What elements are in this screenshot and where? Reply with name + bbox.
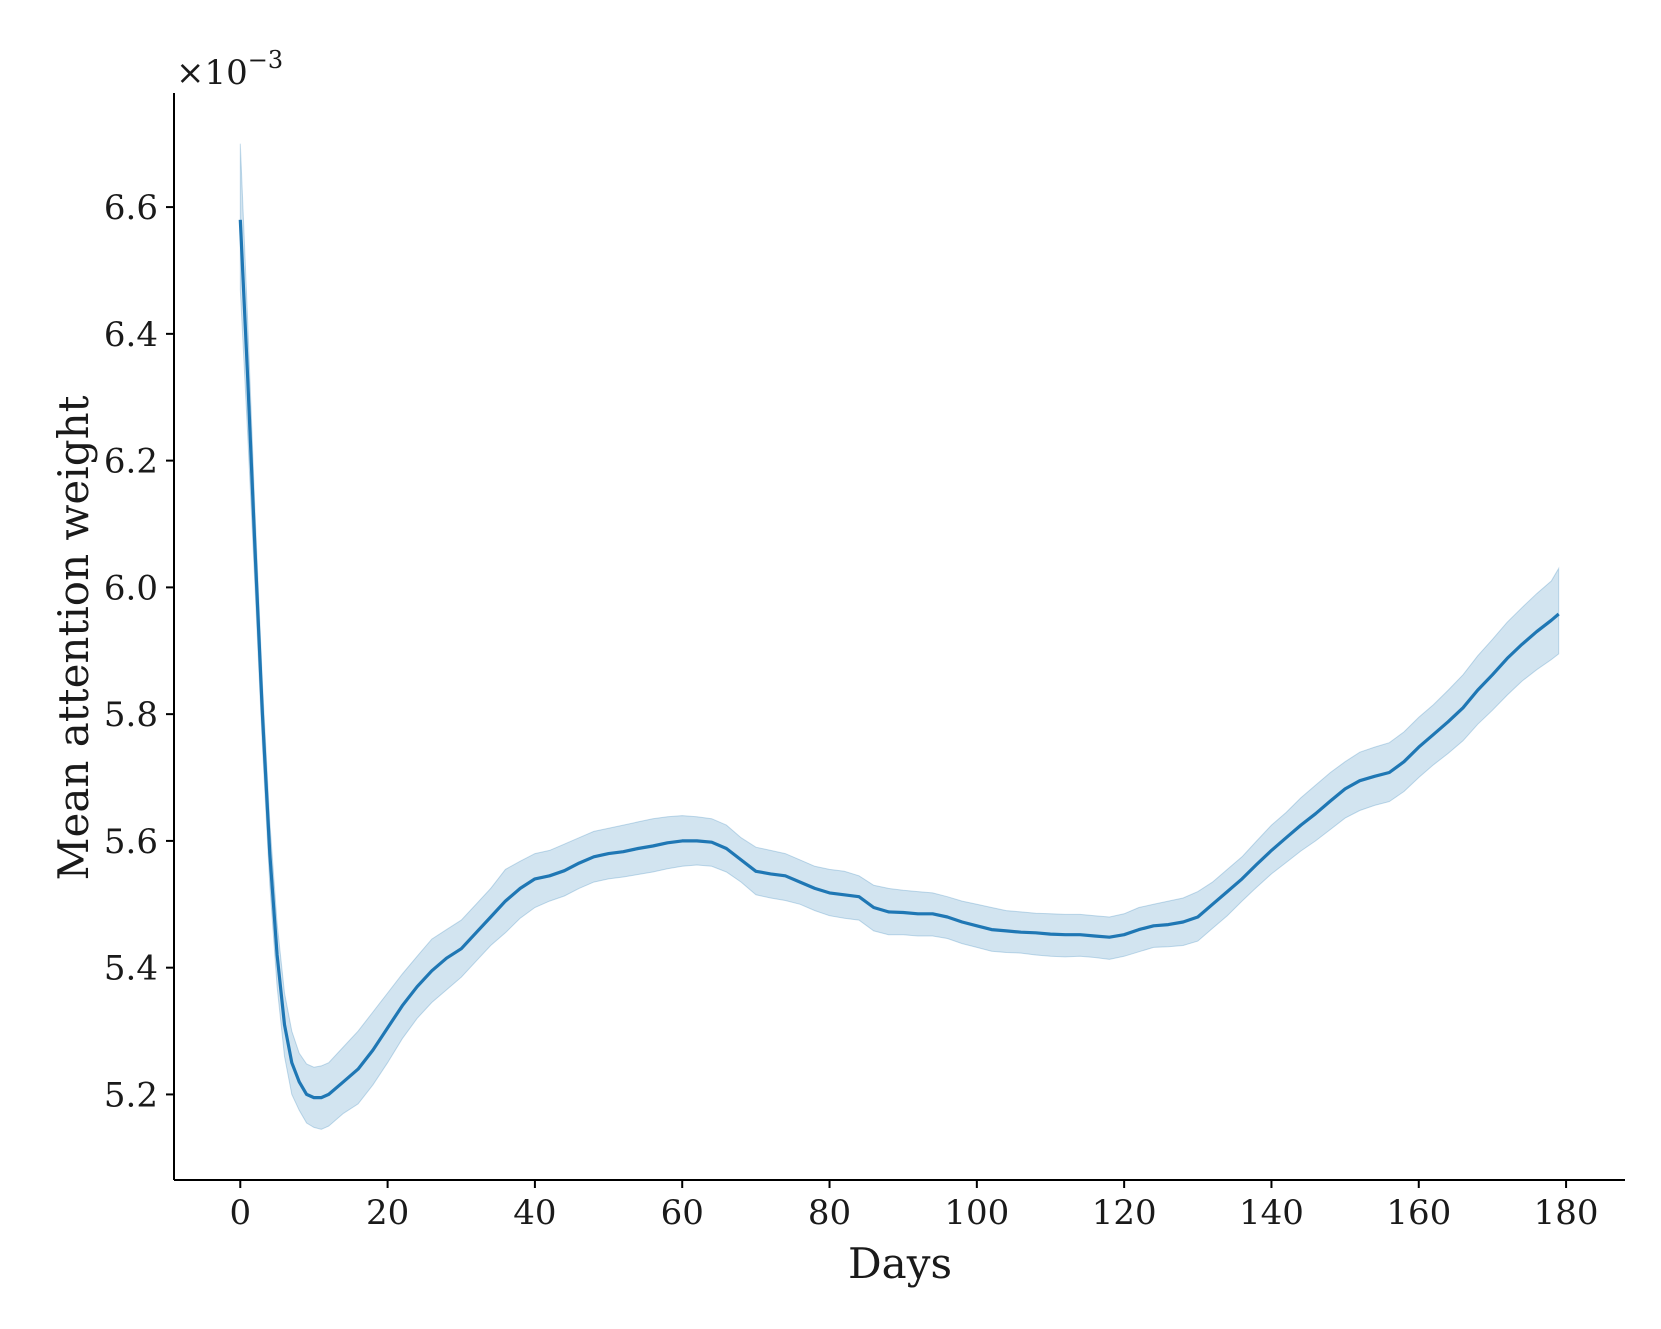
y-tick-label: 6.4 [104,315,158,355]
x-tick-label: 180 [1534,1193,1599,1233]
y-ticks: 5.2 5.4 5.6 5.8 6.0 6.2 6.4 6.6 [104,188,174,1115]
x-tick-label: 140 [1239,1193,1304,1233]
confidence-band [239,143,1560,1130]
x-tick-label: 120 [1092,1193,1157,1233]
x-tick-label: 80 [808,1193,851,1233]
y-tick-label: 5.8 [104,695,158,735]
y-tick-label: 6.2 [104,442,158,482]
mean-line-layer [238,219,1560,1100]
x-tick-label: 0 [229,1193,251,1233]
x-tick-label: 20 [366,1193,409,1233]
x-tick-label: 60 [661,1193,704,1233]
y-multiplier-label: ×10−3 [176,46,283,93]
mean-attention-line [238,219,1560,1100]
x-tick-label: 40 [513,1193,556,1233]
x-tick-label: 100 [944,1193,1009,1233]
x-ticks: 0 20 40 60 80 100 120 140 160 180 [229,1180,1599,1233]
y-tick-label: 5.6 [104,822,158,862]
x-tick-label: 160 [1386,1193,1451,1233]
confidence-band-layer [239,143,1560,1130]
y-tick-label: 6.0 [104,568,158,608]
y-tick-label: 6.6 [104,188,158,228]
x-axis-title: Days [848,1239,952,1288]
y-axis-title: Mean attention weight [49,395,98,880]
y-tick-label: 5.2 [104,1075,158,1115]
y-tick-label: 5.4 [104,949,158,989]
